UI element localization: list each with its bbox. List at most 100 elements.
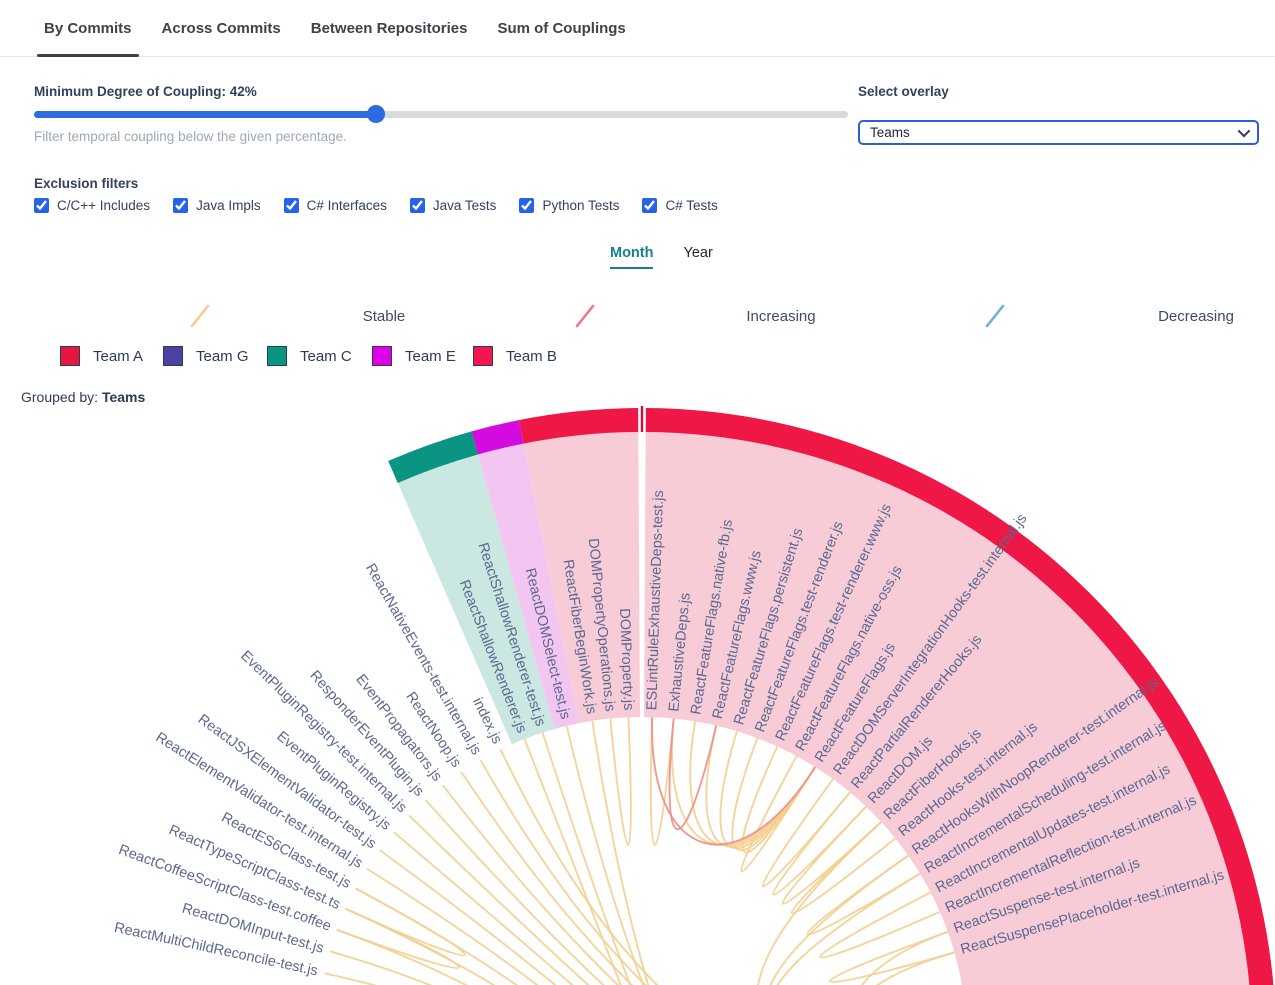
coupling-edge-stable[interactable] bbox=[329, 950, 753, 985]
tab-across-commits[interactable]: Across Commits bbox=[161, 19, 281, 37]
team-legend-item-team-a[interactable]: Team A bbox=[60, 346, 143, 366]
filter-label: Java Tests bbox=[432, 198, 497, 213]
filter-python-tests[interactable]: Python Tests bbox=[519, 198, 619, 213]
team-legend-item-team-g[interactable]: Team G bbox=[163, 346, 249, 366]
coupling-edge-stable[interactable] bbox=[762, 778, 851, 888]
coupling-edge-stable[interactable] bbox=[756, 821, 951, 985]
team-label: Team E bbox=[405, 347, 456, 365]
slider-fill bbox=[34, 111, 376, 118]
stable-line-icon bbox=[190, 304, 210, 328]
coupling-edge-stable[interactable] bbox=[355, 887, 824, 985]
period-option-year[interactable]: Year bbox=[683, 245, 713, 261]
grouped-by-prefix: Grouped by: bbox=[21, 389, 102, 405]
slider-thumb[interactable] bbox=[366, 105, 385, 123]
file-label[interactable]: DOMProperty.js bbox=[616, 608, 636, 711]
team-color-swatch bbox=[372, 346, 392, 366]
team-legend-item-team-e[interactable]: Team E bbox=[372, 346, 456, 366]
grouped-by-value: Teams bbox=[101, 389, 146, 405]
coupling-edge-stable[interactable] bbox=[819, 891, 941, 959]
coupling-edge-increasing[interactable] bbox=[651, 717, 817, 846]
period-option-month[interactable]: Month bbox=[610, 245, 654, 269]
coupling-edge-stable[interactable] bbox=[408, 814, 895, 985]
coupling-edge-stable[interactable] bbox=[851, 931, 965, 985]
filter-label: C# Interfaces bbox=[306, 198, 387, 213]
coupling-edge-stable[interactable] bbox=[781, 805, 882, 905]
coupling-edge-stable[interactable] bbox=[442, 784, 921, 985]
tab-by-commits[interactable]: By Commits bbox=[37, 0, 139, 57]
checkbox-icon[interactable] bbox=[642, 198, 658, 213]
coupling-edge-stable[interactable] bbox=[768, 872, 962, 985]
team-arc-team-e[interactable] bbox=[471, 420, 524, 455]
tab-sum-of-couplings[interactable]: Sum of Couplings bbox=[497, 19, 626, 37]
coupling-edge-stable[interactable] bbox=[336, 928, 779, 985]
file-label[interactable]: ESLintRuleExhaustiveDeps-test.js bbox=[644, 490, 667, 710]
checkbox-icon[interactable] bbox=[173, 198, 189, 213]
tab-bar: By Commits Across Commits Between Reposito… bbox=[0, 0, 1275, 57]
group-area-team-b[interactable] bbox=[523, 432, 641, 724]
coupling-edge-stable[interactable] bbox=[806, 854, 921, 936]
checkbox-icon[interactable] bbox=[409, 198, 425, 213]
coupling-slider-label: Minimum Degree of Coupling: 42% bbox=[34, 84, 257, 99]
filter-c-c-includes[interactable]: C/C++ Includes bbox=[34, 198, 150, 213]
coupling-slider[interactable] bbox=[34, 105, 848, 123]
coupling-edge-stable[interactable] bbox=[523, 738, 764, 985]
overlay-select-label: Select overlay bbox=[858, 84, 949, 99]
checkbox-icon[interactable] bbox=[519, 198, 535, 213]
filter-label: C/C++ Includes bbox=[57, 198, 151, 213]
team-arc-team-a[interactable] bbox=[645, 408, 1275, 985]
coupling-edge-stable[interactable] bbox=[829, 931, 955, 984]
team-color-swatch bbox=[267, 346, 287, 366]
filter-java-impls[interactable]: Java Impls bbox=[173, 198, 261, 213]
group-area-team-c[interactable] bbox=[397, 454, 555, 745]
group-area-team-e[interactable] bbox=[478, 443, 579, 729]
overlay-selected-value: Teams bbox=[870, 125, 910, 140]
team-label: Team C bbox=[300, 347, 352, 365]
coupling-edge-stable[interactable] bbox=[479, 759, 942, 985]
decreasing-line-icon bbox=[985, 304, 1005, 328]
coupling-edge-stable[interactable] bbox=[379, 849, 864, 985]
filter-java-tests[interactable]: Java Tests bbox=[409, 198, 497, 213]
team-label: Team G bbox=[196, 347, 249, 365]
team-label: Team B bbox=[506, 347, 557, 365]
filter-c-interfaces[interactable]: C# Interfaces bbox=[283, 198, 387, 213]
checkbox-icon[interactable] bbox=[283, 198, 299, 213]
team-legend-item-team-b[interactable]: Team B bbox=[473, 346, 557, 366]
filter-label: C# Tests bbox=[665, 198, 718, 213]
coupling-edge-stable[interactable] bbox=[393, 831, 880, 985]
coupling-edge-stable[interactable] bbox=[336, 907, 461, 970]
coupling-edge-stable[interactable] bbox=[772, 791, 867, 896]
filter-label: Java Impls bbox=[196, 198, 261, 213]
slider-track[interactable] bbox=[34, 111, 848, 118]
tab-between-repositories[interactable]: Between Repositories bbox=[310, 19, 468, 37]
group-area-team-a[interactable] bbox=[644, 432, 1252, 985]
file-label[interactable]: ReactMultiChildReconcile-test.js bbox=[113, 920, 320, 980]
filter-c-tests[interactable]: C# Tests bbox=[642, 198, 718, 213]
increasing-line-icon bbox=[575, 304, 595, 328]
exclusion-filters: C/C++ Includes Java Impls C# Interfaces Jav… bbox=[34, 198, 741, 213]
coupling-edge-stable[interactable] bbox=[609, 717, 632, 846]
coupling-edge-stable[interactable] bbox=[499, 748, 948, 985]
coupling-edge-stable[interactable] bbox=[854, 951, 967, 985]
team-color-swatch bbox=[473, 346, 493, 366]
coupling-edge-stable[interactable] bbox=[565, 725, 815, 985]
coupling-edge-stable[interactable] bbox=[541, 732, 785, 985]
coupling-edge-stable[interactable] bbox=[591, 720, 794, 985]
team-legend-item-team-c[interactable]: Team C bbox=[267, 346, 352, 366]
coupling-edge-stable[interactable] bbox=[649, 717, 675, 846]
trend-legend: Stable Increasing Decreasing bbox=[0, 300, 1275, 334]
overlay-select[interactable]: Teams bbox=[858, 120, 1259, 145]
coupling-edge-stable[interactable] bbox=[764, 854, 957, 985]
coupling-edge-stable[interactable] bbox=[345, 887, 466, 957]
coupling-edge-increasing[interactable] bbox=[668, 718, 718, 831]
coupling-edge-stable[interactable] bbox=[366, 867, 847, 985]
coupling-edge-stable[interactable] bbox=[740, 755, 817, 873]
team-label: Team A bbox=[93, 347, 144, 365]
coupling-edge-stable[interactable] bbox=[460, 771, 931, 985]
checkbox-icon[interactable] bbox=[34, 198, 49, 213]
coupling-diagram[interactable]: ReactMultiChildReconcile-test.jsReactDOM… bbox=[0, 405, 1275, 985]
team-arc-team-c[interactable] bbox=[388, 431, 478, 483]
team-color-swatch bbox=[60, 346, 80, 366]
team-arc-team-b[interactable] bbox=[518, 408, 639, 444]
coupling-edge-stable[interactable] bbox=[424, 799, 908, 985]
